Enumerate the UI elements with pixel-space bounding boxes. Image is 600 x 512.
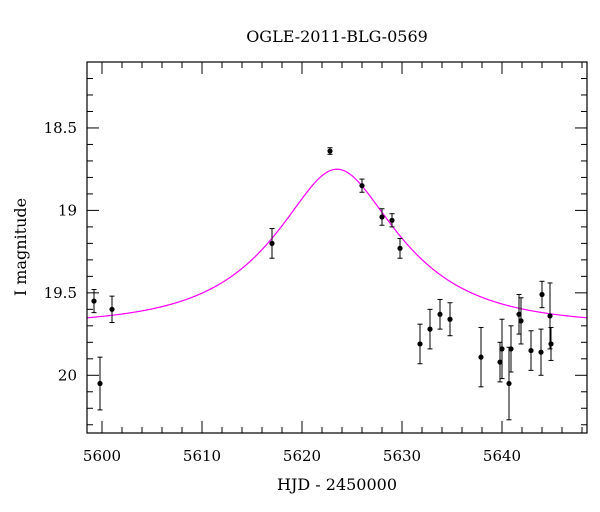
data-point — [528, 330, 534, 371]
point-marker — [516, 311, 522, 317]
data-point — [547, 282, 553, 350]
data-point — [548, 326, 554, 361]
data-point — [447, 302, 453, 337]
y-tick-label: 20 — [58, 366, 77, 384]
x-tick-label: 5640 — [483, 447, 521, 465]
data-point — [91, 289, 97, 314]
point-marker — [379, 214, 385, 220]
data-point — [379, 208, 385, 226]
data-point — [427, 308, 433, 350]
data-point — [437, 298, 443, 330]
data-point — [397, 237, 403, 259]
point-marker — [497, 359, 503, 365]
point-marker — [547, 313, 553, 319]
data-point — [508, 325, 514, 373]
point-marker — [417, 341, 423, 347]
y-tick-label: 19 — [58, 201, 77, 219]
data-point — [539, 280, 545, 309]
y-tick-label: 19.5 — [44, 284, 77, 302]
axis-ticks — [87, 61, 587, 433]
point-marker — [269, 240, 275, 246]
x-tick-label: 5620 — [283, 447, 321, 465]
data-point — [417, 323, 423, 365]
point-marker — [499, 346, 505, 352]
data-point — [538, 328, 544, 376]
tick-labels: 5600 5610 5620 5630 5640 18.5 19 19.5 20 — [44, 119, 522, 465]
x-tick-label: 5600 — [83, 447, 121, 465]
x-axis-label: HJD - 2450000 — [277, 475, 397, 494]
point-marker — [109, 306, 115, 312]
point-marker — [397, 245, 403, 251]
point-marker — [437, 311, 443, 317]
data-point — [269, 228, 275, 259]
point-marker — [548, 341, 554, 347]
point-marker — [359, 183, 365, 189]
point-marker — [528, 347, 534, 354]
point-marker — [447, 316, 453, 322]
point-marker — [506, 380, 512, 387]
point-marker — [427, 326, 433, 332]
y-axis-label: I magnitude — [11, 198, 30, 296]
data-point — [389, 213, 395, 228]
plot-frame — [86, 61, 588, 434]
point-marker — [539, 291, 545, 298]
point-marker — [518, 318, 524, 324]
point-marker — [327, 148, 333, 154]
x-tick-label: 5630 — [383, 447, 421, 465]
data-point — [516, 293, 522, 335]
data-point — [327, 147, 333, 155]
data-point — [499, 318, 505, 380]
point-marker — [508, 346, 514, 352]
data-point — [109, 295, 115, 324]
data-point — [497, 341, 503, 383]
data-point — [518, 297, 524, 345]
point-marker — [91, 298, 97, 304]
point-marker — [538, 349, 544, 355]
model-curve — [86, 168, 588, 319]
point-marker — [478, 354, 484, 360]
data-point — [359, 178, 365, 193]
y-tick-label: 18.5 — [44, 119, 77, 137]
point-marker — [389, 217, 395, 223]
chart-title: OGLE-2011-BLG-0569 — [246, 27, 428, 46]
data-point — [478, 326, 484, 388]
data-point — [97, 356, 103, 411]
x-tick-label: 5610 — [183, 447, 221, 465]
data-point — [506, 346, 512, 421]
data-points — [91, 147, 554, 421]
point-marker — [97, 380, 103, 387]
